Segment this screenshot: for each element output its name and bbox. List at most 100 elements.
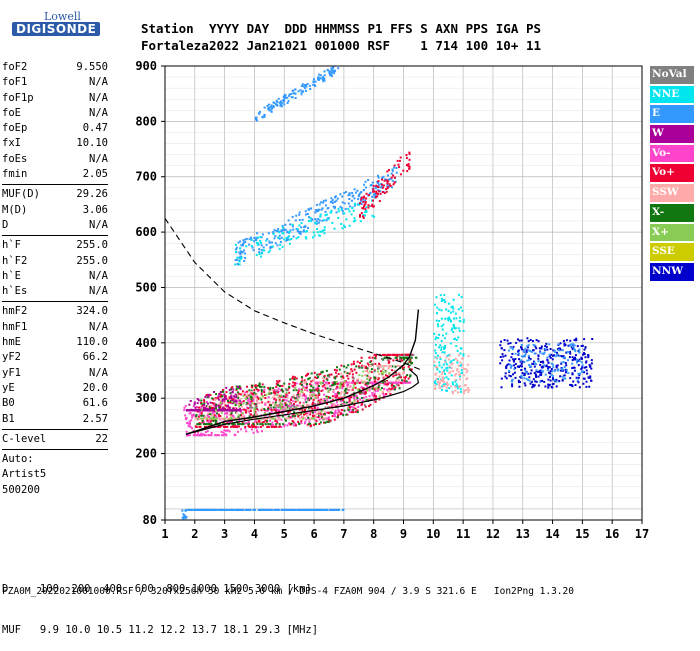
echo-point bbox=[251, 417, 254, 420]
param-separator bbox=[2, 449, 108, 451]
echo-point bbox=[362, 200, 365, 203]
echo-point bbox=[310, 390, 313, 393]
echo-point bbox=[239, 397, 242, 400]
echo-point bbox=[395, 356, 398, 359]
echo-point bbox=[255, 406, 257, 409]
echo-point bbox=[271, 421, 274, 424]
echo-point bbox=[343, 394, 346, 397]
echo-point bbox=[576, 358, 579, 361]
echo-point bbox=[589, 365, 592, 368]
echo-point bbox=[535, 380, 538, 383]
echo-point bbox=[313, 392, 316, 395]
echo-point bbox=[312, 236, 314, 239]
echo-point bbox=[438, 308, 441, 311]
param-row: B1 2.57 bbox=[2, 412, 108, 427]
echo-point bbox=[517, 338, 519, 341]
echo-point bbox=[332, 389, 335, 392]
echo-point bbox=[287, 411, 290, 413]
echo-point bbox=[294, 88, 297, 91]
echo-point bbox=[535, 369, 538, 372]
echo-point bbox=[463, 367, 466, 370]
echo-point bbox=[571, 348, 574, 351]
echo-point bbox=[343, 403, 346, 406]
echo-point bbox=[397, 365, 400, 367]
echo-point bbox=[228, 410, 231, 413]
echo-point bbox=[499, 362, 502, 365]
echo-point bbox=[329, 508, 332, 511]
echo-point bbox=[314, 381, 317, 384]
echo-point bbox=[308, 418, 311, 421]
echo-point bbox=[539, 363, 542, 366]
echo-point bbox=[245, 409, 248, 412]
echo-point bbox=[580, 361, 583, 364]
echo-point bbox=[280, 407, 282, 410]
echo-point bbox=[402, 378, 405, 380]
echo-point bbox=[204, 425, 206, 428]
echo-point bbox=[451, 327, 454, 330]
echo-point bbox=[358, 194, 360, 197]
echo-point bbox=[563, 342, 566, 345]
echo-point bbox=[192, 413, 195, 416]
echo-point bbox=[239, 240, 242, 243]
param-row: h`F 255.0 bbox=[2, 238, 108, 253]
echo-point bbox=[368, 381, 371, 384]
echo-point bbox=[344, 371, 347, 374]
echo-point bbox=[306, 82, 309, 85]
echo-point bbox=[360, 203, 363, 205]
echo-point bbox=[536, 370, 539, 373]
echo-point bbox=[315, 419, 318, 422]
echo-point bbox=[200, 417, 203, 420]
echo-point bbox=[215, 416, 218, 419]
echo-point bbox=[292, 413, 295, 416]
echo-point bbox=[324, 406, 327, 409]
echo-point bbox=[219, 508, 222, 511]
echo-point bbox=[294, 414, 297, 417]
echo-point bbox=[223, 398, 226, 401]
echo-point bbox=[362, 216, 365, 219]
echo-point bbox=[337, 210, 340, 213]
echo-point bbox=[275, 399, 278, 402]
echo-point bbox=[437, 337, 440, 339]
echo-point bbox=[333, 227, 336, 230]
echo-point bbox=[297, 392, 300, 395]
echo-point bbox=[336, 366, 338, 369]
echo-point bbox=[342, 224, 345, 227]
echo-point bbox=[446, 381, 448, 384]
echo-point bbox=[248, 243, 251, 246]
echo-point bbox=[457, 370, 460, 373]
echo-point bbox=[584, 356, 587, 359]
echo-point bbox=[309, 388, 312, 391]
echo-point bbox=[310, 407, 312, 409]
echo-point bbox=[408, 359, 411, 362]
echo-point bbox=[435, 383, 438, 386]
echo-point bbox=[348, 406, 351, 409]
echo-point bbox=[526, 337, 529, 340]
echo-point bbox=[319, 413, 322, 416]
echo-point bbox=[585, 366, 588, 369]
echo-point bbox=[207, 405, 209, 408]
echo-point bbox=[191, 427, 193, 430]
echo-point bbox=[340, 391, 343, 393]
echo-point bbox=[260, 390, 263, 393]
echo-point bbox=[552, 363, 554, 366]
echo-point bbox=[296, 508, 299, 511]
echo-point bbox=[364, 214, 366, 217]
echo-point bbox=[200, 412, 203, 415]
echo-point bbox=[453, 374, 456, 377]
echo-point bbox=[520, 369, 523, 371]
echo-point bbox=[438, 346, 440, 349]
echo-point bbox=[403, 365, 406, 367]
echo-point bbox=[276, 230, 279, 233]
echo-point bbox=[274, 420, 277, 422]
echo-point bbox=[263, 408, 266, 410]
echo-point bbox=[544, 345, 547, 347]
echo-point bbox=[258, 252, 261, 255]
echo-point bbox=[340, 364, 343, 367]
echo-point bbox=[252, 249, 255, 252]
echo-point bbox=[358, 203, 360, 206]
echo-point bbox=[564, 377, 567, 380]
echo-point bbox=[373, 394, 376, 397]
echo-point bbox=[195, 434, 198, 437]
echo-point bbox=[406, 170, 409, 173]
echo-point bbox=[555, 353, 558, 356]
